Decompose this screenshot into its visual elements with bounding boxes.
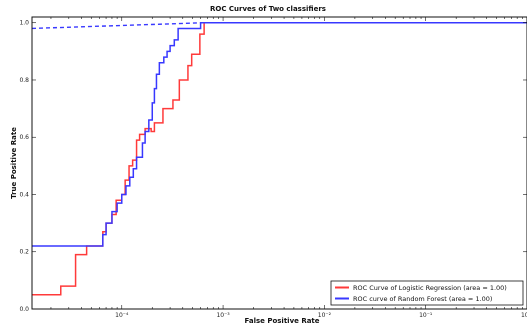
x-axis-label: False Positive Rate xyxy=(244,317,319,325)
y-tick-label: 0.2 xyxy=(19,249,29,256)
series-line-random-forest xyxy=(32,21,527,247)
y-tick-label: 0.4 xyxy=(19,191,29,198)
series-line-logistic xyxy=(32,21,527,296)
y-tick-label: 0.8 xyxy=(19,77,29,84)
x-tick-label: 10⁻⁴ xyxy=(115,312,129,319)
y-tick-label: 0.0 xyxy=(19,306,29,313)
x-tick-label: 10⁻³ xyxy=(216,312,230,319)
legend-label-random-forest: ROC curve of Random Forest (area = 1.00) xyxy=(353,295,492,303)
y-axis-label: True Positive Rate xyxy=(10,127,18,199)
legend-label-logistic: ROC Curve of Logistic Regression (area =… xyxy=(353,284,507,292)
x-tick-label: 10⁻¹ xyxy=(419,312,433,319)
plot-area xyxy=(32,21,527,296)
legend-box xyxy=(330,280,524,306)
plot-frame xyxy=(31,16,527,310)
x-tick-label: 10⁻² xyxy=(318,312,332,319)
chart-title: ROC Curves of Two classifiers xyxy=(210,5,326,13)
y-tick-label: 1.0 xyxy=(19,20,29,27)
x-tick-label: 10⁰ xyxy=(521,312,527,319)
series-line-random-forest-dashed xyxy=(32,22,205,30)
legend: ROC Curve of Logistic Regression (area =… xyxy=(330,280,524,306)
axis-ticks: 10⁻⁴ 10⁻³ 10⁻² 10⁻¹ 10⁰ 0.0 0.2 0.4 0.6 0.8 1.0 xyxy=(19,17,527,319)
y-tick-label: 0.6 xyxy=(19,134,29,141)
